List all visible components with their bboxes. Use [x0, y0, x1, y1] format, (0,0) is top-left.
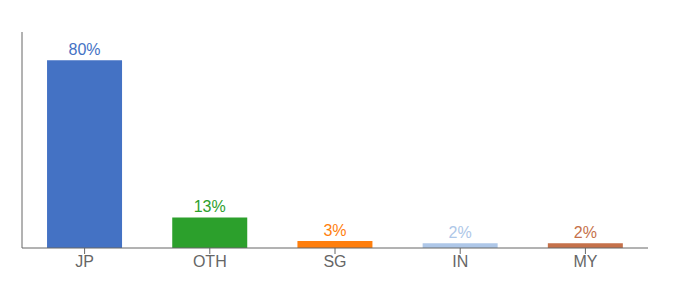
svg-text:OTH: OTH — [193, 253, 227, 270]
svg-text:JP: JP — [75, 253, 94, 270]
svg-text:MY: MY — [573, 253, 597, 270]
svg-text:13%: 13% — [194, 198, 226, 215]
svg-text:3%: 3% — [323, 222, 346, 239]
svg-text:IN: IN — [452, 253, 468, 270]
svg-text:2%: 2% — [574, 224, 597, 241]
svg-text:80%: 80% — [69, 41, 101, 58]
svg-text:SG: SG — [323, 253, 346, 270]
svg-text:2%: 2% — [449, 224, 472, 241]
